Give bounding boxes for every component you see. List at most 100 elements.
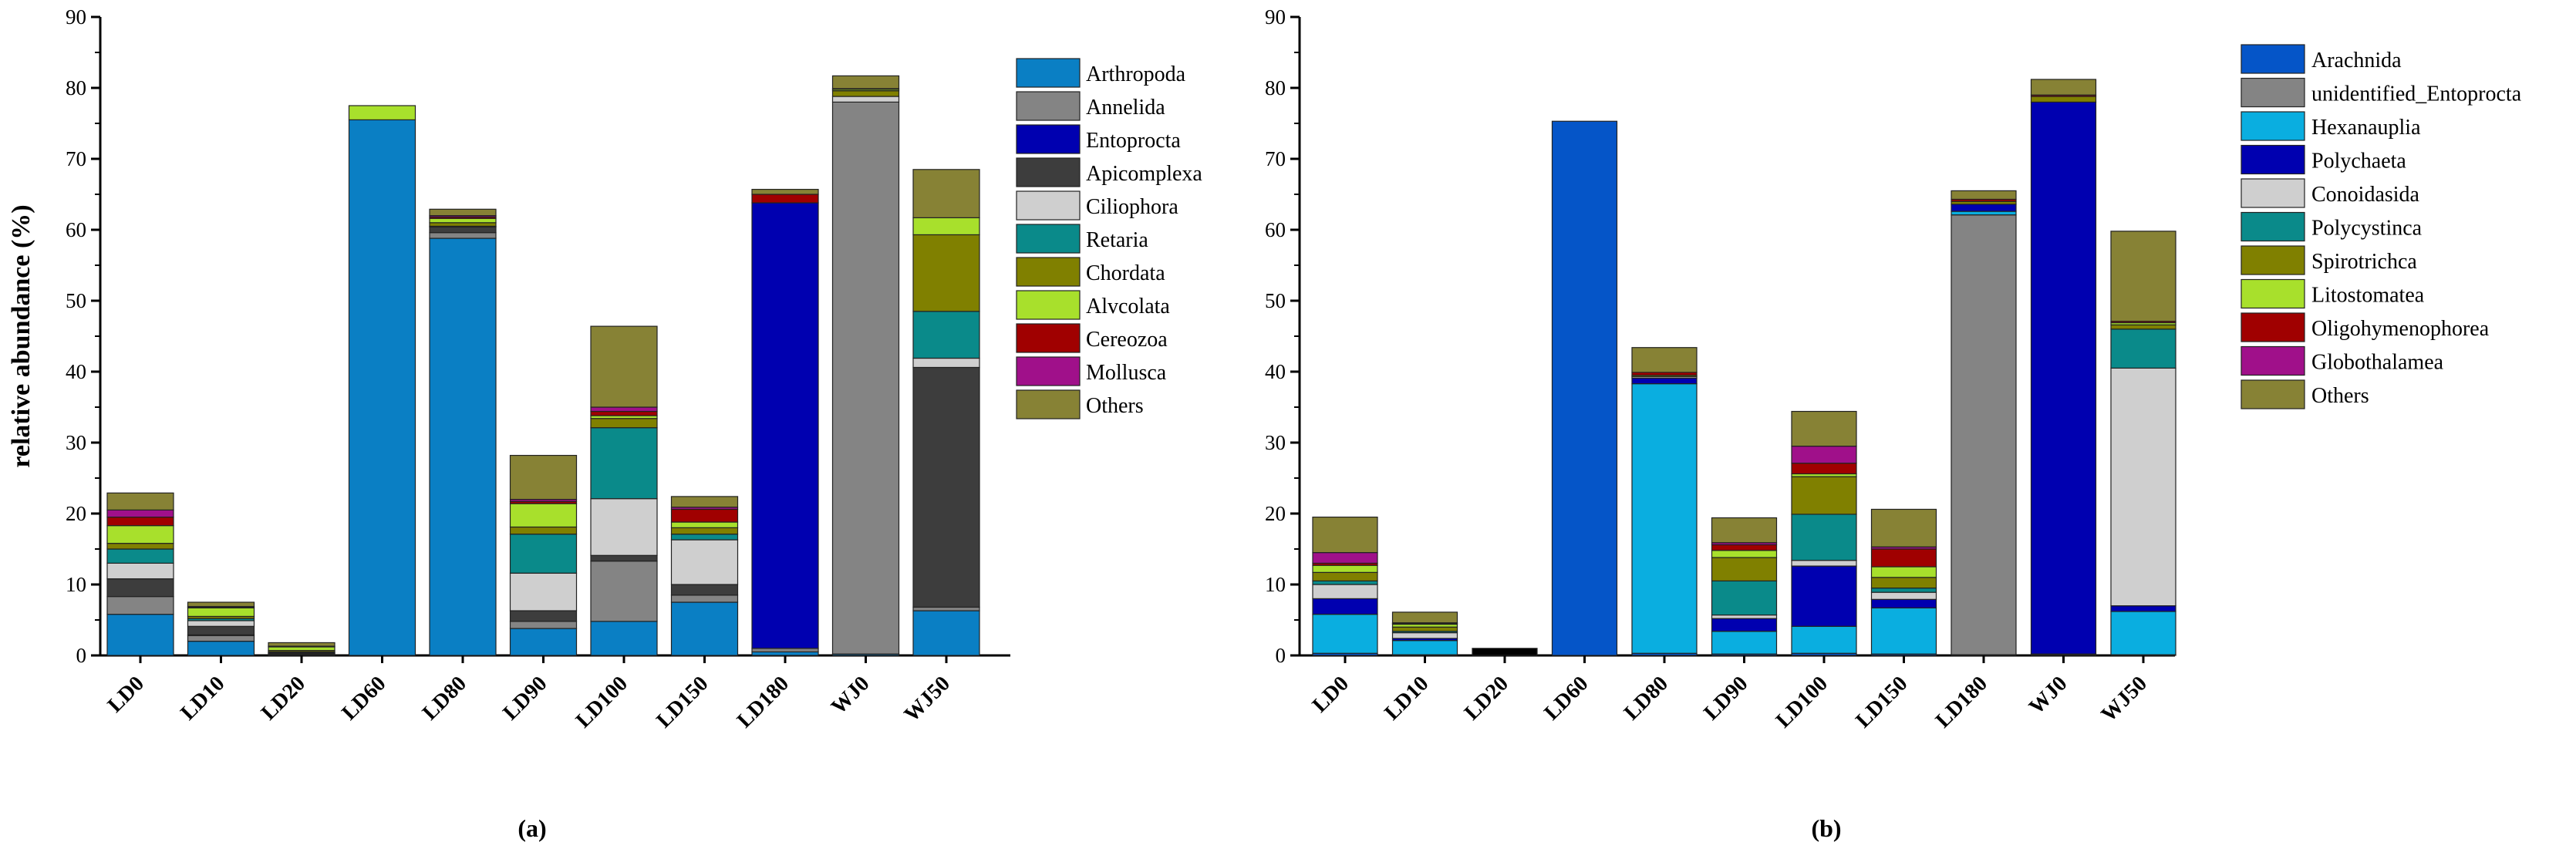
y-tick-label: 40 bbox=[1265, 360, 1286, 383]
legend-swatch-unidentified-entoprocta bbox=[2241, 77, 2305, 108]
legend-label-polycystinca: Polycystinca bbox=[2311, 217, 2423, 241]
bar-segment-polychaeta-ld80 bbox=[1631, 377, 1698, 385]
bar-segment-hexanauplia-ld100 bbox=[1791, 625, 1857, 654]
legend-swatch-chordata bbox=[1016, 257, 1081, 287]
bar-segment-others-ld150 bbox=[670, 496, 739, 508]
bar-segment-litostomatea-ld0 bbox=[1312, 564, 1378, 573]
bar-segment-alvcolata-ld20 bbox=[268, 646, 335, 652]
bar-segment-arthropoda-ld60 bbox=[348, 119, 416, 656]
bar-segment-ciliophora-ld90 bbox=[509, 572, 578, 611]
y-tick-label: 10 bbox=[1265, 573, 1286, 596]
y-tick-label: 20 bbox=[1265, 502, 1286, 525]
bar-segment-polycystinca-ld0 bbox=[1312, 580, 1378, 585]
bar-segment-hexanauplia-ld0 bbox=[1312, 614, 1378, 654]
legend-swatch-hexanauplia bbox=[2241, 111, 2305, 141]
y-tick-label: 50 bbox=[1265, 289, 1286, 312]
bar-segment-others-ld80 bbox=[429, 208, 497, 217]
bar-segment-ciliophora-ld100 bbox=[590, 498, 658, 556]
legend-label-litostomatea: Litostomatea bbox=[2311, 284, 2425, 308]
legend-swatch-arachnida bbox=[2241, 44, 2305, 74]
y-tick-label: 90 bbox=[1265, 5, 1286, 29]
bar-segment-ciliophora-wj50 bbox=[912, 357, 980, 369]
legend-swatch-ciliophora bbox=[1016, 190, 1081, 221]
bar-segment-spirotrichca-ld0 bbox=[1312, 571, 1378, 581]
bar-segment-unidentified-entoprocta-ld180 bbox=[1951, 214, 2017, 655]
bar-segment-chordata-ld80 bbox=[429, 222, 497, 227]
bar-segment-hexanauplia-wj50 bbox=[2110, 611, 2176, 655]
bar-segment-apicomplexa-wj50 bbox=[912, 366, 980, 608]
legend-swatch-cereozoa bbox=[1016, 323, 1081, 353]
bar-segment-oligohymenophorea-ld100 bbox=[1791, 463, 1857, 475]
legend-label-unidentified-entoprocta: unidentified_Entoprocta bbox=[2311, 83, 2522, 106]
bar-segment-polychaeta-ld0 bbox=[1312, 598, 1378, 615]
legend-swatch-spirotrichca bbox=[2241, 245, 2305, 275]
y-tick-label: 60 bbox=[66, 218, 86, 241]
legend-swatch-apicomplexa bbox=[1016, 157, 1081, 187]
bar-segment-spirotrichca-ld90 bbox=[1711, 557, 1778, 581]
bar-segment-arachnida-ld60 bbox=[1551, 120, 1618, 656]
bar-segment-retaria-ld0 bbox=[106, 548, 174, 564]
legend-swatch-annelida bbox=[1016, 91, 1081, 121]
legend-swatch-litostomatea bbox=[2241, 278, 2305, 309]
bar-segment-others-ld150 bbox=[1870, 508, 1937, 547]
bar-segment-retaria-ld150 bbox=[670, 534, 739, 541]
legend-label-polychaeta: Polychaeta bbox=[2311, 150, 2406, 173]
bar-segment-polychaeta-ld180 bbox=[1951, 204, 2017, 212]
bar-segment-alvcolata-wj50 bbox=[912, 217, 980, 236]
legend-label-others: Others bbox=[1086, 394, 1144, 418]
bar-segment-others-wj50 bbox=[912, 169, 980, 218]
y-tick-label: 90 bbox=[66, 5, 86, 29]
bar-segment-retaria-wj50 bbox=[912, 311, 980, 359]
bar-segment-others-ld180 bbox=[751, 188, 819, 195]
bar-segment-mollusca-ld0 bbox=[106, 509, 174, 518]
bar-segment-others-wj50 bbox=[2110, 231, 2176, 322]
bar-segment-ciliophora-ld10 bbox=[187, 620, 255, 627]
bar-segment-globothalamea-ld100 bbox=[1791, 445, 1857, 464]
bar-segment-others-ld100 bbox=[590, 325, 658, 408]
bar-segment-hexanauplia-ld90 bbox=[1711, 631, 1778, 655]
legend-swatch-entoprocta bbox=[1016, 124, 1081, 154]
legend-swatch-mollusca bbox=[1016, 356, 1081, 386]
legend-label-arthropoda: Arthropoda bbox=[1086, 62, 1186, 86]
y-tick-label: 0 bbox=[76, 644, 87, 667]
bar-segment-arthropoda-ld0 bbox=[106, 614, 174, 656]
legend-swatch-oligohymenophorea bbox=[2241, 312, 2305, 342]
bar-segment-cereozoa-ld180 bbox=[751, 194, 819, 204]
bar-segment-alvcolata-ld10 bbox=[187, 607, 255, 617]
bar-segment-retaria-ld100 bbox=[590, 427, 658, 500]
bar-segment-litostomatea-ld90 bbox=[1711, 550, 1778, 558]
bar-segment-chordata-wj0 bbox=[831, 90, 900, 97]
panel-a: 0 10 20 30 40 50 60 70 80 90 relative abundance (%… bbox=[7, 5, 1202, 842]
bar-segment-chordata-ld90 bbox=[509, 526, 578, 535]
bar-segment-arthropoda-wj50 bbox=[912, 610, 980, 656]
bar-segment-spirotrichca-ld150 bbox=[1870, 577, 1937, 589]
legend-label-mollusca: Mollusca bbox=[1086, 361, 1167, 385]
bar-segment-alvcolata-ld0 bbox=[106, 525, 174, 544]
legend-label-cereozoa: Cereozoa bbox=[1086, 328, 1168, 352]
y-tick-label: 80 bbox=[1265, 76, 1286, 99]
legend-swatch-others bbox=[1016, 389, 1081, 419]
bar-segment-arthropoda-ld90 bbox=[509, 628, 578, 656]
bar-segment-polycystinca-ld150 bbox=[1870, 587, 1937, 593]
panel-label: (b) bbox=[1811, 814, 1841, 842]
panel-label: (a) bbox=[518, 814, 546, 842]
bar-segment-annelida-ld150 bbox=[670, 595, 739, 603]
bar-segment-arthropoda-ld150 bbox=[670, 601, 739, 656]
bar-segment-others-ld10 bbox=[187, 601, 255, 608]
bar-segment-others-ld0 bbox=[1312, 516, 1378, 554]
bar-segment-arthropoda-ld180 bbox=[751, 651, 819, 656]
bar-segment-others-wj0 bbox=[831, 75, 900, 89]
legend-swatch-retaria bbox=[1016, 224, 1081, 254]
bar-segment-ciliophora-ld150 bbox=[670, 539, 739, 585]
bar-segment-polycystinca-ld90 bbox=[1711, 580, 1778, 616]
legend-label-retaria: Retaria bbox=[1086, 228, 1148, 252]
bar-segment-others-wj0 bbox=[2030, 79, 2097, 96]
bar-segment-others-ld80 bbox=[1631, 347, 1698, 373]
y-axis-label: relative abundance (%) bbox=[7, 204, 35, 467]
bar-segment-annelida-wj0 bbox=[831, 101, 900, 655]
bar-segment-litostomatea-ld150 bbox=[1870, 566, 1937, 578]
bar-segment-polychaeta-ld90 bbox=[1711, 618, 1778, 632]
bar-segment-polycystinca-wj50 bbox=[2110, 328, 2176, 369]
y-tick-label: 70 bbox=[1265, 147, 1286, 170]
